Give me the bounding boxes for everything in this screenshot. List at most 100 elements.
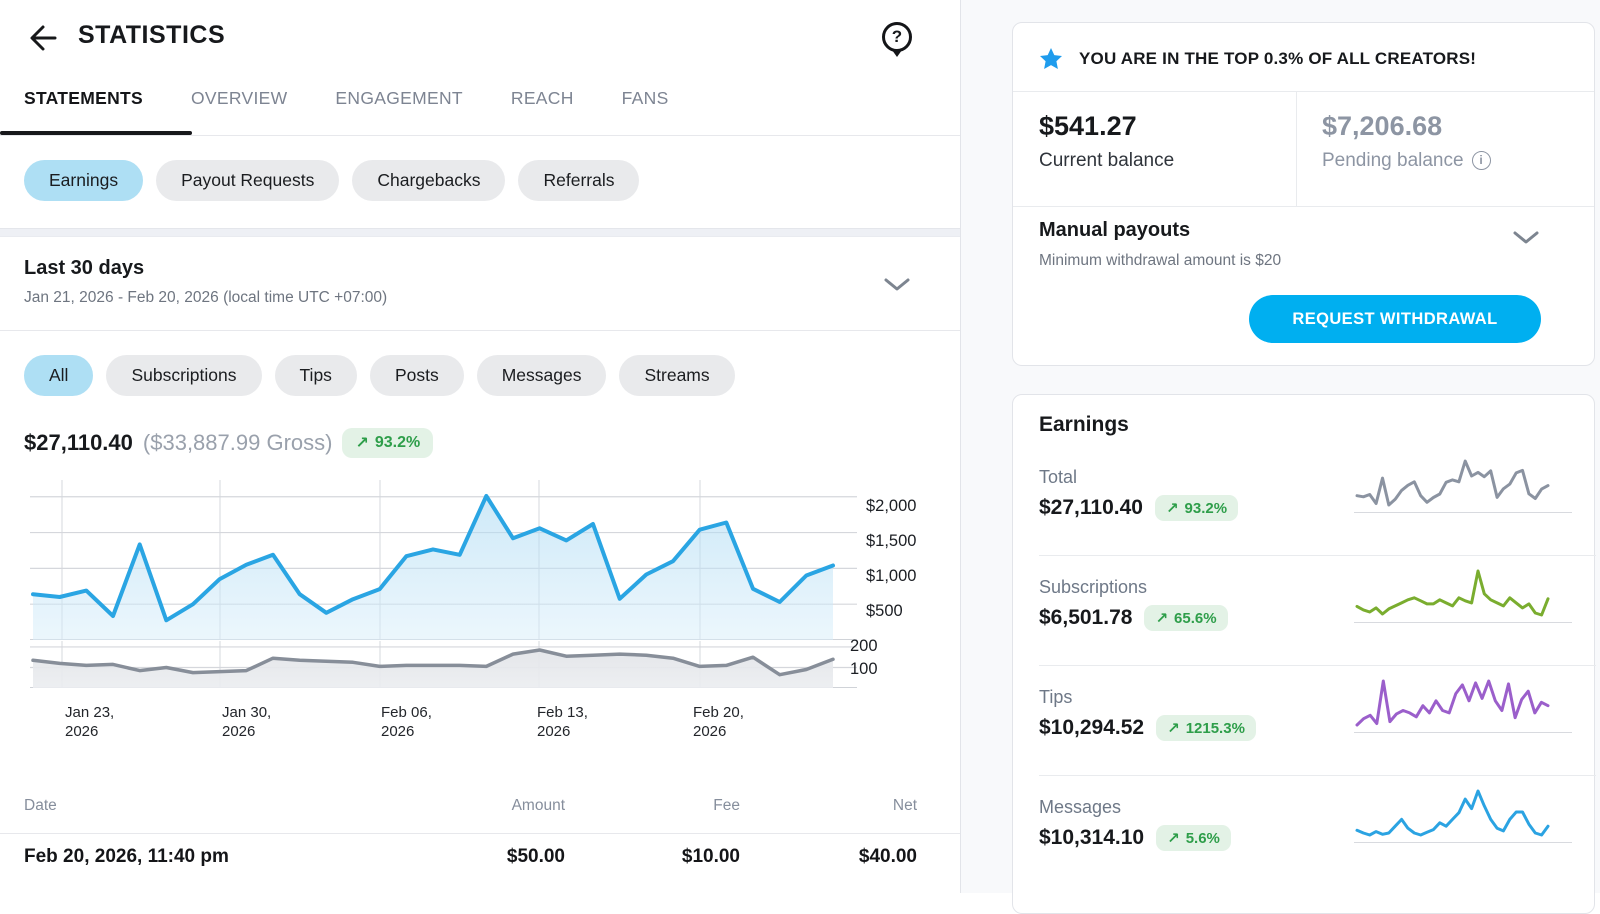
active-tab-underline xyxy=(0,131,192,135)
tabs-divider xyxy=(0,135,960,136)
secondary-chart[interactable] xyxy=(30,641,857,688)
filter-payout-requests[interactable]: Payout Requests xyxy=(156,160,340,201)
banner-text: YOU ARE IN THE TOP 0.3% OF ALL CREATORS! xyxy=(1079,49,1477,68)
net-amount: $27,110.40 xyxy=(24,430,133,455)
page-title: STATISTICS xyxy=(78,21,226,49)
sparkline-total xyxy=(1354,457,1572,513)
change-badge: ↗ 93.2% xyxy=(342,428,434,458)
row-label-total: Total xyxy=(1039,467,1078,487)
y-tick-200: 200 xyxy=(850,637,878,655)
row-value-tips: $10,294.52 ↗ 1215.3% xyxy=(1039,715,1256,741)
col-header-net: Net xyxy=(892,797,917,814)
divider xyxy=(1039,665,1596,666)
row-value-messages: $10,314.10 ↗ 5.6% xyxy=(1039,825,1231,851)
sparkline-messages xyxy=(1354,787,1572,843)
request-withdrawal-button[interactable]: REQUEST WITHDRAWAL xyxy=(1249,295,1541,343)
tab-reach[interactable]: REACH xyxy=(510,88,574,108)
cell-fee: $10.00 xyxy=(681,846,740,867)
row-value-subscriptions: $6,501.78 ↗ 65.6% xyxy=(1039,605,1228,631)
trend-up-icon: ↗ xyxy=(1165,500,1179,517)
balance-card: YOU ARE IN THE TOP 0.3% OF ALL CREATORS!… xyxy=(1012,22,1595,366)
info-icon[interactable]: i xyxy=(1471,150,1491,170)
x-tick: Jan 23, 2026 xyxy=(65,704,115,740)
type-tips[interactable]: Tips xyxy=(274,355,357,396)
tab-overview[interactable]: OVERVIEW xyxy=(191,88,288,108)
filter-referrals[interactable]: Referrals xyxy=(518,160,640,201)
gross-amount: ($33,887.99 Gross) xyxy=(142,430,333,455)
help-icon-tail xyxy=(892,50,902,57)
type-subscriptions[interactable]: Subscriptions xyxy=(106,355,262,396)
change-badge: ↗ 5.6% xyxy=(1156,825,1231,851)
filter-chargebacks[interactable]: Chargebacks xyxy=(352,160,506,201)
cell-date: Feb 20, 2026, 11:40 pm xyxy=(24,846,229,867)
date-range-detail: Jan 21, 2026 - Feb 20, 2026 (local time … xyxy=(24,289,388,306)
help-icon[interactable]: ? xyxy=(882,22,914,60)
back-arrow-icon[interactable] xyxy=(24,20,60,56)
divider xyxy=(1039,775,1596,776)
type-all[interactable]: All xyxy=(24,355,94,396)
col-header-amount: Amount xyxy=(511,797,565,814)
tab-bar: STATEMENTS OVERVIEW ENGAGEMENT REACH FAN… xyxy=(24,88,669,109)
y-tick-500: $500 xyxy=(866,602,903,620)
current-balance: $541.27 Current balance xyxy=(1039,111,1174,172)
y-tick-100: 100 xyxy=(850,660,878,678)
x-tick: Jan 30, 2026 xyxy=(222,704,272,740)
divider xyxy=(1039,555,1596,556)
cell-amount: $50.00 xyxy=(506,846,565,867)
tab-fans[interactable]: FANS xyxy=(621,88,669,108)
tab-engagement[interactable]: ENGAGEMENT xyxy=(335,88,463,108)
star-icon xyxy=(1040,48,1062,69)
trend-up-icon: ↗ xyxy=(1167,720,1180,737)
type-streams[interactable]: Streams xyxy=(619,355,735,396)
net-earnings-chart[interactable] xyxy=(30,480,857,640)
y-tick-1500: $1,500 xyxy=(866,532,917,550)
filter-earnings[interactable]: Earnings xyxy=(24,160,144,201)
type-messages[interactable]: Messages xyxy=(476,355,607,396)
sparkline-subscriptions xyxy=(1354,567,1572,623)
pending-balance-value: $7,206.68 xyxy=(1322,111,1443,141)
trend-up-icon: ↗ xyxy=(1155,610,1169,627)
change-badge: ↗ 93.2% xyxy=(1154,495,1239,521)
trend-up-icon: ↗ xyxy=(355,435,369,452)
row-label-tips: Tips xyxy=(1039,687,1073,707)
x-tick: Feb 13, 2026 xyxy=(537,704,588,740)
cell-net: $40.00 xyxy=(858,846,917,867)
manual-payouts-subtitle: Minimum withdrawal amount is $20 xyxy=(1039,252,1282,269)
col-header-date: Date xyxy=(24,797,57,814)
earnings-card: Earnings Total $27,110.40 ↗ 93.2% Subscr… xyxy=(1012,394,1596,914)
date-range-title[interactable]: Last 30 days xyxy=(24,257,145,279)
divider xyxy=(1013,91,1594,92)
balance-column-divider xyxy=(1296,91,1297,206)
change-badge: ↗ 65.6% xyxy=(1144,605,1228,631)
earnings-card-title: Earnings xyxy=(1039,413,1129,436)
row-label-messages: Messages xyxy=(1039,797,1122,817)
col-header-fee: Fee xyxy=(713,797,740,814)
pending-balance: $7,206.68 Pending balance i xyxy=(1322,111,1491,172)
top-creators-banner: YOU ARE IN THE TOP 0.3% OF ALL CREATORS! xyxy=(1039,47,1476,71)
chevron-down-icon[interactable] xyxy=(1513,231,1539,245)
manual-payouts-title: Manual payouts xyxy=(1039,219,1191,241)
change-value: 93.2% xyxy=(374,434,421,451)
tab-statements[interactable]: STATEMENTS xyxy=(24,88,144,108)
sparkline-tips xyxy=(1354,677,1572,733)
divider xyxy=(0,330,960,331)
current-balance-label: Current balance xyxy=(1039,150,1175,171)
section-separator xyxy=(0,228,960,237)
current-balance-value: $541.27 xyxy=(1039,111,1137,141)
chevron-down-icon[interactable] xyxy=(884,278,910,292)
trend-up-icon: ↗ xyxy=(1167,830,1180,847)
x-tick: Feb 06, 2026 xyxy=(381,704,432,740)
row-value-total: $27,110.40 ↗ 93.2% xyxy=(1039,495,1239,521)
divider xyxy=(1013,206,1594,207)
table-header-divider xyxy=(0,833,960,834)
row-label-subscriptions: Subscriptions xyxy=(1039,577,1148,597)
balance-sidebar: YOU ARE IN THE TOP 0.3% OF ALL CREATORS!… xyxy=(961,0,1600,914)
statistics-panel: STATISTICS ? STATEMENTS OVERVIEW ENGAGEM… xyxy=(0,20,960,867)
type-posts[interactable]: Posts xyxy=(369,355,464,396)
change-badge: ↗ 1215.3% xyxy=(1156,715,1256,741)
earnings-summary: $27,110.40 ($33,887.99 Gross) ↗ 93.2% xyxy=(24,428,434,458)
pending-balance-label: Pending balance i xyxy=(1322,150,1491,172)
y-tick-1000: $1,000 xyxy=(866,567,917,585)
y-tick-2000: $2,000 xyxy=(866,497,917,515)
type-filter-row: All Subscriptions Tips Posts Messages St… xyxy=(24,355,735,396)
